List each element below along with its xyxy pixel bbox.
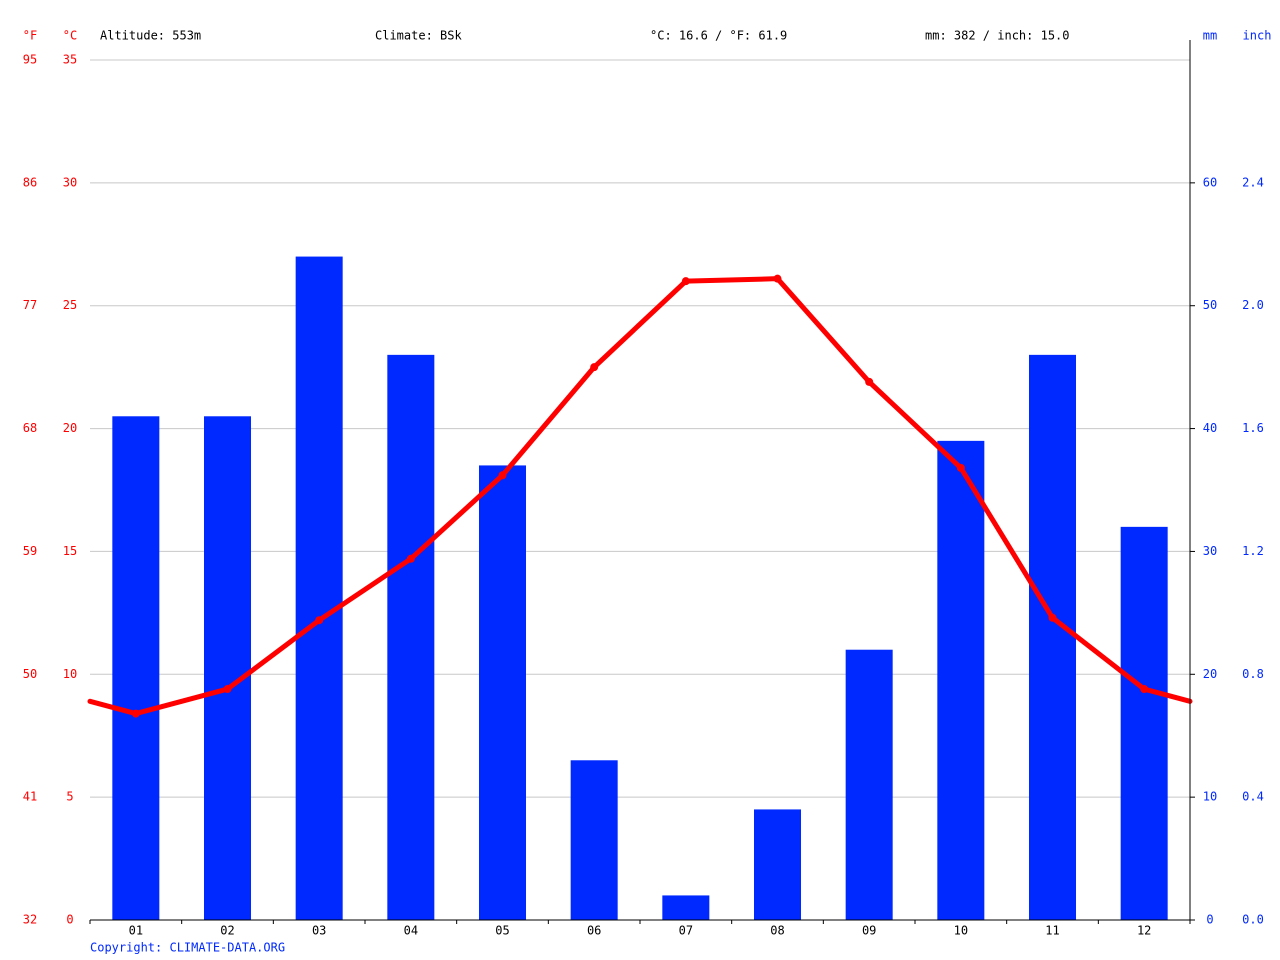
bar: [112, 416, 160, 920]
y2-tick-label-inch: 0.8: [1242, 667, 1264, 681]
x-tick-label: 10: [954, 924, 968, 938]
line-point: [315, 616, 324, 625]
x-tick-label: 07: [679, 924, 693, 938]
x-tick-label: 05: [495, 924, 509, 938]
bar: [387, 354, 435, 920]
y-tick-label: 30: [63, 175, 77, 189]
bar: [204, 416, 251, 920]
bar: [937, 440, 985, 920]
line-point: [681, 277, 690, 286]
x-tick-label: 01: [129, 924, 143, 938]
y2-tick-label: 20: [1203, 667, 1217, 681]
line-point: [406, 554, 415, 563]
y2-tick-label: 0: [1206, 913, 1213, 927]
bar: [662, 895, 710, 920]
x-tick-label: 02: [220, 924, 234, 938]
y-tick-label: 20: [63, 421, 77, 435]
line-point: [131, 709, 140, 718]
line-point: [223, 685, 232, 694]
unit-label-mm: mm: [1203, 29, 1217, 43]
y-tick-label-f: 41: [23, 790, 37, 804]
y-tick-label-f: 68: [23, 421, 37, 435]
bar: [479, 465, 526, 920]
line-point: [1048, 613, 1057, 622]
y2-tick-label: 40: [1203, 421, 1217, 435]
bar: [1029, 354, 1076, 920]
line-point: [590, 363, 599, 372]
y2-tick-label-inch: 2.4: [1242, 175, 1264, 189]
y2-tick-label: 50: [1203, 298, 1217, 312]
bar: [570, 760, 618, 920]
bar: [754, 809, 801, 920]
y2-tick-label-inch: 1.6: [1242, 421, 1264, 435]
y2-tick-label: 30: [1203, 544, 1217, 558]
x-tick-label: 12: [1137, 924, 1151, 938]
temperature-summary: °C: 16.6 / °F: 61.9: [650, 29, 787, 43]
y2-tick-label: 60: [1203, 175, 1217, 189]
bar: [1120, 526, 1168, 920]
y2-tick-label-inch: 0.4: [1242, 790, 1264, 804]
y-tick-label: 35: [63, 53, 77, 67]
y2-tick-label-inch: 0.0: [1242, 913, 1264, 927]
x-tick-label: 04: [404, 924, 418, 938]
altitude: Altitude: 553m: [100, 29, 201, 43]
bar: [845, 649, 893, 920]
line-point: [865, 377, 874, 386]
y-tick-label: 25: [63, 298, 77, 312]
y-tick-label: 0: [66, 913, 73, 927]
precipitation-summary: mm: 382 / inch: 15.0: [925, 29, 1070, 43]
climate: Climate: BSk: [375, 29, 462, 43]
y-tick-label: 5: [66, 790, 73, 804]
y-tick-label-f: 59: [23, 544, 37, 558]
line-point: [1140, 685, 1149, 694]
y-tick-label-f: 50: [23, 667, 37, 681]
x-tick-label: 11: [1045, 924, 1059, 938]
y-tick-label: 10: [63, 667, 77, 681]
unit-label-f: °F: [23, 29, 37, 43]
x-tick-label: 06: [587, 924, 601, 938]
y-tick-label-f: 86: [23, 175, 37, 189]
bar: [295, 256, 343, 921]
line-point: [773, 274, 782, 283]
unit-label-inch: inch: [1243, 29, 1272, 43]
line-point: [956, 463, 965, 472]
y-tick-label-f: 77: [23, 298, 37, 312]
y2-tick-label: 10: [1203, 790, 1217, 804]
x-tick-label: 03: [312, 924, 326, 938]
line: [135, 276, 1146, 717]
x-tick-label: 09: [862, 924, 876, 938]
unit-label-c: °C: [63, 29, 77, 43]
y2-tick-label-inch: 2.0: [1242, 298, 1264, 312]
line-wrap: [1141, 686, 1193, 704]
y-tick-label-f: 95: [23, 53, 37, 67]
x-tick-label: 08: [770, 924, 784, 938]
y2-tick-label-inch: 1.2: [1242, 544, 1264, 558]
y-tick-label-f: 32: [23, 913, 37, 927]
line-point: [498, 471, 507, 480]
copyright: Copyright: CLIMATE-DATA.ORG: [90, 941, 285, 955]
line-wrap: [87, 698, 139, 717]
y-tick-label: 15: [63, 544, 77, 558]
